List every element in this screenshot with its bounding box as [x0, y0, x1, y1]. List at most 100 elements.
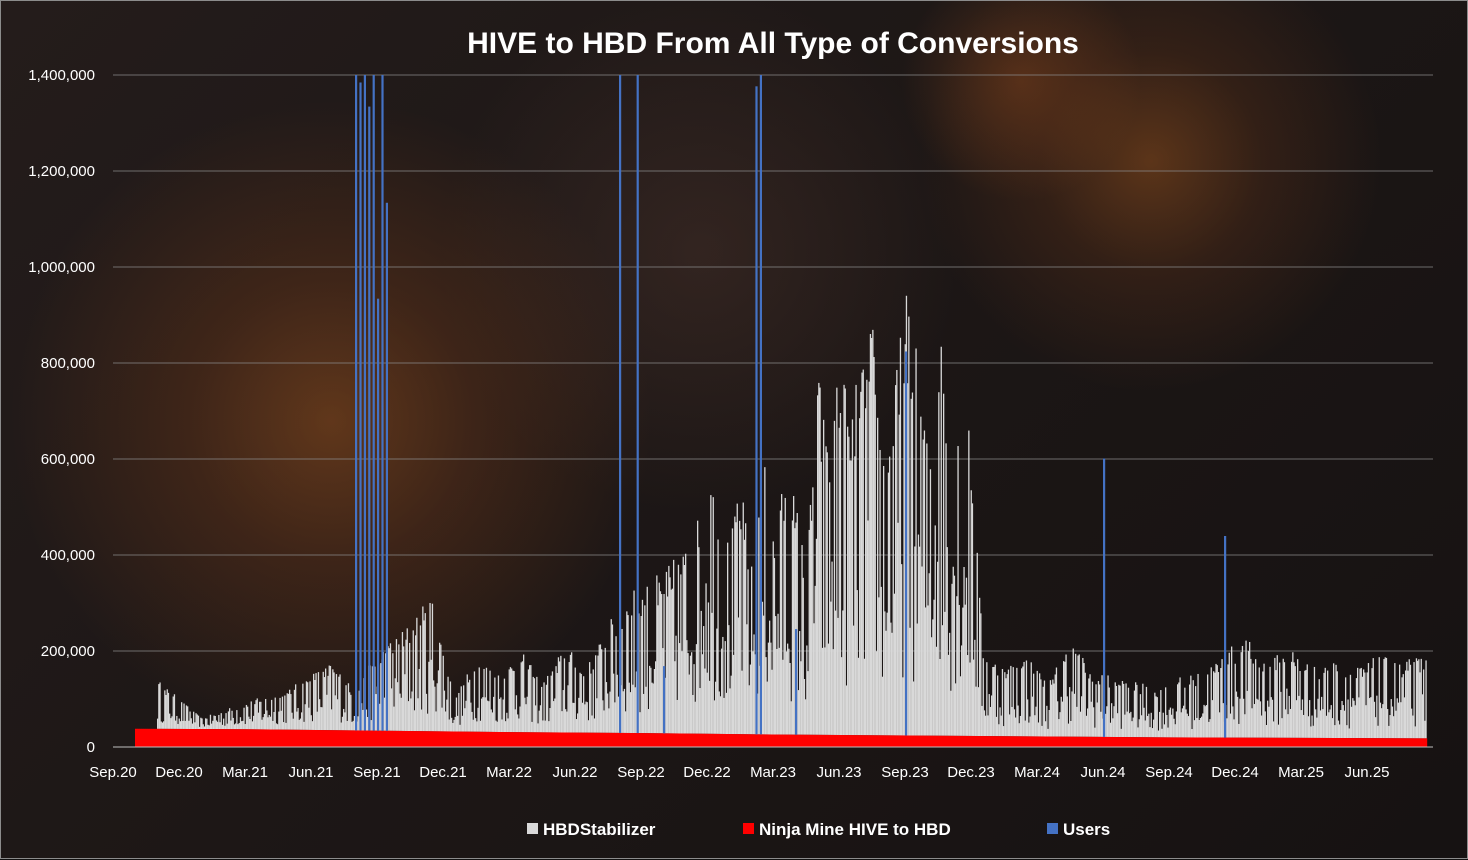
stabilizer-bar [1138, 719, 1140, 738]
stabilizer-bar [1179, 677, 1181, 738]
ninja-bar [1329, 737, 1332, 747]
stabilizer-bar [751, 566, 753, 735]
ninja-bar [1077, 736, 1080, 747]
ninja-bar [233, 729, 236, 747]
ninja-bar [453, 731, 456, 747]
ninja-bar [417, 731, 420, 747]
stabilizer-bar [485, 667, 488, 732]
stabilizer-bar [397, 682, 399, 731]
ninja-bar [1023, 736, 1026, 747]
ninja-bar [663, 733, 666, 747]
stabilizer-bar [782, 659, 784, 735]
stabilizer-bar [337, 699, 339, 731]
stabilizer-bar [754, 654, 756, 735]
ninja-bar [1071, 736, 1074, 747]
stabilizer-bar [165, 694, 167, 729]
stabilizer-bar [309, 681, 311, 730]
stabilizer-bar [1004, 672, 1006, 737]
ninja-bar [1037, 736, 1040, 747]
stabilizer-bar [1101, 675, 1103, 737]
stabilizer-bar [953, 575, 956, 736]
stabilizer-bar [1034, 715, 1036, 737]
stabilizer-bar [1360, 667, 1362, 739]
stabilizer-bar [1193, 720, 1196, 738]
stabilizer-bar [487, 700, 489, 732]
stabilizer-bar [1352, 698, 1354, 739]
ninja-bar [529, 732, 532, 747]
stabilizer-bar [1325, 715, 1328, 738]
stabilizer-bar [1271, 699, 1274, 738]
ninja-bar [1039, 736, 1042, 747]
stabilizer-bar [551, 671, 554, 733]
ninja-bar [247, 729, 250, 747]
ninja-bar [711, 733, 714, 747]
stabilizer-bar [322, 671, 324, 731]
ninja-bar [1103, 736, 1106, 747]
stabilizer-bar [891, 632, 893, 736]
ninja-bar [1021, 736, 1024, 747]
stabilizer-bar [603, 710, 605, 733]
ninja-bar [311, 729, 314, 747]
stabilizer-bar [241, 721, 243, 730]
stabilizer-bar [1059, 712, 1061, 737]
ninja-bar [227, 729, 230, 747]
stabilizer-bar [1111, 703, 1113, 737]
ninja-bar [1405, 738, 1408, 747]
stabilizer-bar [688, 674, 690, 734]
ninja-bar [823, 734, 826, 747]
stabilizer-bar [833, 420, 836, 735]
stabilizer-bar [1192, 680, 1194, 738]
ninja-bar [953, 735, 956, 747]
stabilizer-bar [1381, 708, 1383, 739]
stabilizer-bar [971, 503, 974, 736]
ninja-bar [581, 732, 584, 747]
stabilizer-bar [1177, 684, 1179, 738]
stabilizer-bar [922, 439, 924, 736]
stabilizer-bar [1161, 728, 1163, 738]
ninja-bar [373, 730, 376, 747]
stabilizer-bar [682, 556, 684, 734]
ninja-bar [1293, 737, 1296, 747]
stabilizer-bar [903, 383, 905, 736]
ninja-bar [1135, 737, 1138, 747]
stabilizer-bar [245, 704, 248, 730]
ninja-bar [1011, 736, 1014, 747]
stabilizer-bar [233, 724, 236, 730]
ninja-bar [1129, 737, 1132, 747]
ninja-bar [993, 736, 996, 747]
stabilizer-bar [532, 676, 534, 733]
ninja-bar [555, 732, 558, 747]
stabilizer-bar [993, 666, 995, 737]
ninja-bar [263, 729, 266, 747]
stabilizer-bar [646, 586, 648, 734]
stabilizer-bar [1307, 716, 1310, 738]
stabilizer-bar [938, 392, 940, 736]
stabilizer-bar [1300, 710, 1302, 738]
stabilizer-bar [1252, 663, 1254, 738]
stabilizer-bar [231, 710, 233, 730]
stabilizer-bar [1330, 705, 1332, 738]
stabilizer-bar [729, 688, 731, 735]
stabilizer-bar [445, 711, 447, 732]
stabilizer-bar [601, 649, 603, 733]
stabilizer-bar [422, 606, 424, 732]
stabilizer-bar [393, 706, 395, 731]
stabilizer-bar [1342, 705, 1344, 739]
stabilizer-bar [581, 702, 584, 733]
stabilizer-bar [404, 674, 406, 731]
stabilizer-bar [850, 460, 852, 736]
stabilizer-bar [1162, 712, 1164, 738]
ninja-bar [1385, 738, 1388, 747]
ninja-bar [1079, 736, 1082, 747]
stabilizer-bar [1261, 715, 1263, 738]
ninja-bar [723, 733, 726, 747]
ninja-bar [735, 734, 738, 747]
ninja-bar [437, 731, 440, 747]
ninja-bar [199, 729, 202, 747]
stabilizer-bar [878, 597, 880, 736]
stabilizer-bar [885, 630, 887, 736]
stabilizer-bar [809, 504, 812, 735]
stabilizer-bar [687, 653, 689, 734]
stabilizer-bar [190, 718, 192, 730]
ninja-bar [1285, 737, 1288, 747]
